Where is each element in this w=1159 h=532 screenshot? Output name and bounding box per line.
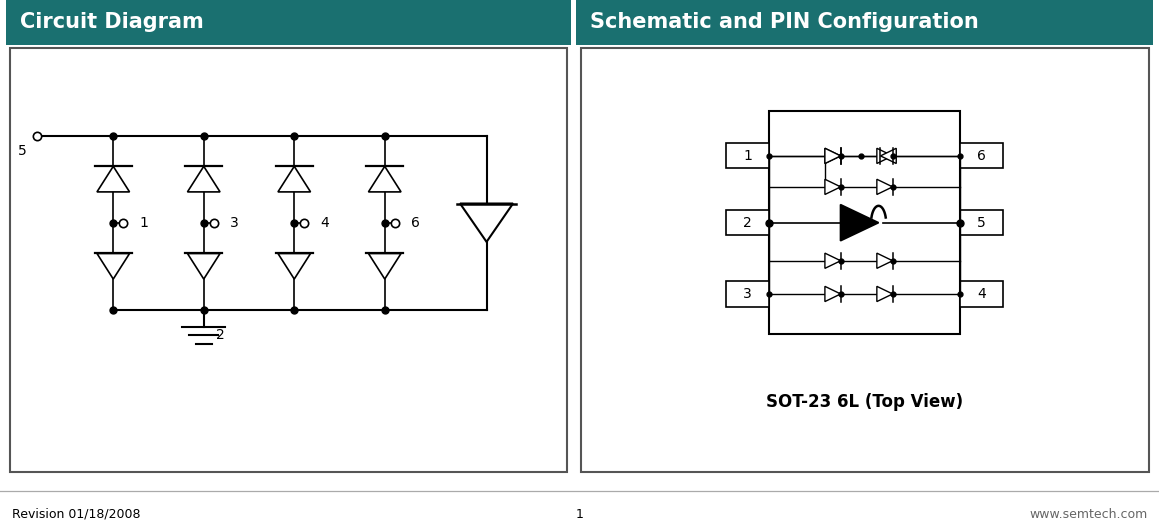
Bar (576, 0, 1153, 45)
Text: 6: 6 (410, 215, 420, 230)
Bar (960, 281, 1004, 306)
Bar (960, 143, 1004, 169)
Polygon shape (188, 167, 220, 192)
Text: 4: 4 (320, 215, 329, 230)
Polygon shape (188, 253, 220, 279)
Text: 6: 6 (977, 149, 986, 163)
Text: 2: 2 (743, 215, 752, 230)
Polygon shape (97, 253, 130, 279)
Polygon shape (369, 253, 401, 279)
Polygon shape (877, 253, 892, 268)
Bar (726, 143, 770, 169)
Polygon shape (840, 205, 879, 241)
Text: 1: 1 (743, 149, 752, 163)
Text: 1: 1 (576, 508, 583, 521)
Text: 4: 4 (977, 287, 986, 301)
Polygon shape (825, 148, 840, 163)
Polygon shape (877, 179, 892, 195)
Polygon shape (881, 148, 896, 163)
Polygon shape (877, 286, 892, 302)
Polygon shape (97, 167, 130, 192)
Polygon shape (278, 253, 311, 279)
Polygon shape (825, 253, 840, 268)
Polygon shape (825, 179, 840, 195)
Polygon shape (369, 167, 401, 192)
Text: 3: 3 (229, 215, 239, 230)
Text: Schematic and PIN Configuration: Schematic and PIN Configuration (590, 12, 979, 32)
Polygon shape (825, 148, 840, 163)
Text: 3: 3 (743, 287, 752, 301)
Text: 5: 5 (19, 144, 27, 158)
Text: Revision 01/18/2008: Revision 01/18/2008 (12, 508, 140, 521)
Bar (10, 48, 567, 472)
Polygon shape (877, 148, 892, 163)
Text: www.semtech.com: www.semtech.com (1029, 508, 1147, 521)
Bar (770, 111, 960, 334)
Text: 2: 2 (217, 328, 225, 342)
Bar (960, 210, 1004, 235)
Text: 5: 5 (977, 215, 986, 230)
Polygon shape (825, 286, 840, 302)
Bar (726, 210, 770, 235)
Polygon shape (460, 204, 513, 242)
Bar (6, 0, 571, 45)
Text: SOT-23 6L (Top View): SOT-23 6L (Top View) (766, 393, 963, 411)
Text: 1: 1 (139, 215, 148, 230)
Bar (581, 48, 1149, 472)
Polygon shape (278, 167, 311, 192)
Bar (726, 281, 770, 306)
Text: Circuit Diagram: Circuit Diagram (20, 12, 204, 32)
